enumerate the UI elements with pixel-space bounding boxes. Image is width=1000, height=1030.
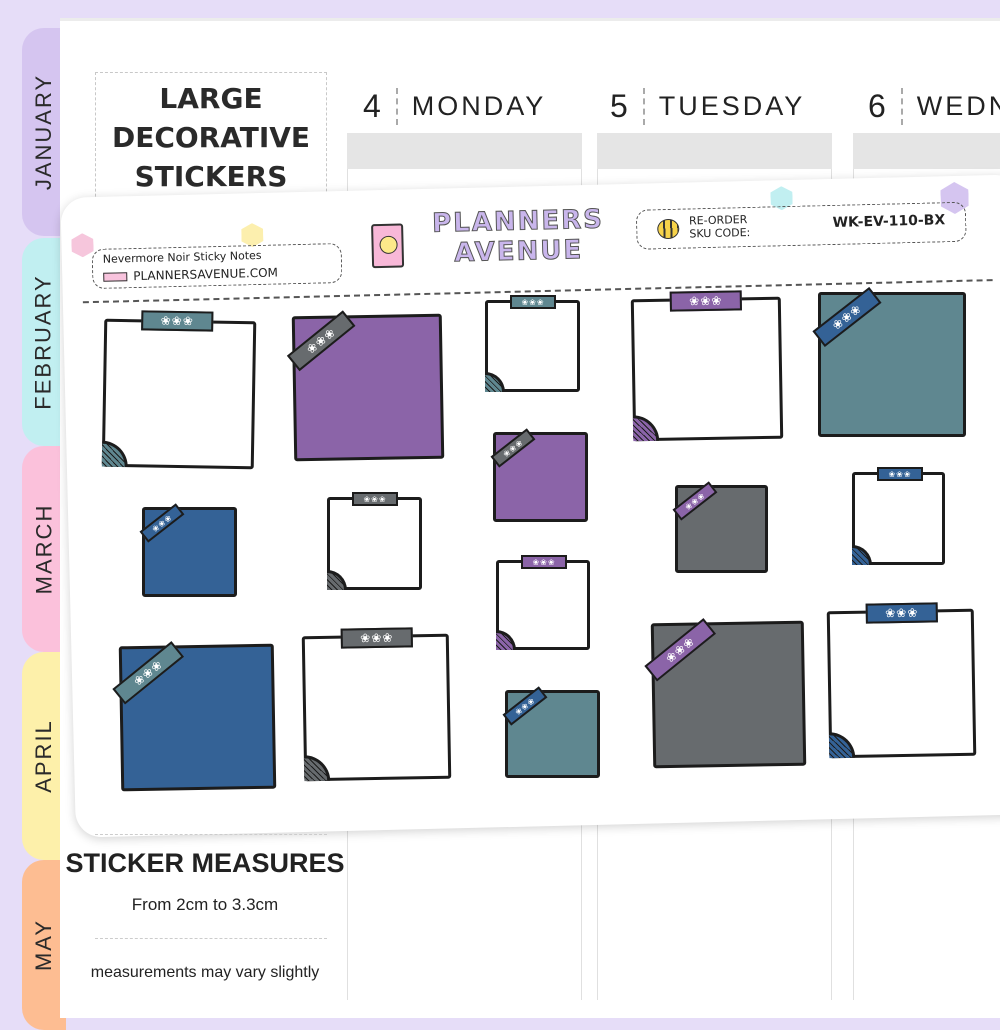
website: PLANNERSAVENUE.COM (103, 266, 278, 284)
day-number: 5 (610, 88, 645, 125)
sticky-note-sticker[interactable]: ❀❀❀ (327, 492, 422, 590)
tab-label: MARCH (31, 503, 57, 595)
day-header-bar (597, 133, 832, 169)
hexagon-decoration (241, 223, 264, 248)
measures-value: From 2cm to 3.3cm (131, 895, 279, 914)
tab-april[interactable]: APRIL (22, 652, 66, 860)
washi-tape: ❀❀❀ (352, 492, 398, 506)
measures-title: STICKER MEASURES (65, 848, 345, 878)
title-line: STICKERS (134, 160, 288, 193)
washi-tape: ❀❀❀ (502, 686, 548, 726)
washi-tape: ❀❀❀ (877, 467, 923, 481)
page-curl (852, 545, 872, 565)
sticky-note-sticker[interactable]: ❀❀❀ (812, 286, 966, 437)
day-number: 4 (363, 88, 398, 125)
washi-tape: ❀❀❀ (340, 627, 413, 649)
sticky-note-sticker[interactable]: ❀❀❀ (139, 503, 237, 597)
website-text: PLANNERSAVENUE.COM (133, 265, 279, 284)
washi-tape: ❀❀❀ (669, 290, 742, 312)
planner-notebook-icon (371, 223, 405, 269)
sticky-note-sticker[interactable]: ❀❀❀ (826, 602, 977, 759)
pencil-icon (103, 271, 128, 282)
sticky-note-sticker[interactable]: ❀❀❀ (485, 295, 580, 392)
product-name: Nevermore Noir Sticky Notes (102, 248, 262, 266)
day-name: TUESDAY (658, 91, 806, 121)
hexagon-decoration (71, 233, 94, 258)
tab-february[interactable]: FEBRUARY (22, 238, 66, 446)
washi-tape: ❀❀❀ (865, 602, 938, 624)
washi-tape: ❀❀❀ (644, 618, 717, 682)
divider (95, 834, 327, 835)
reorder-label: RE-ORDER SKU CODE: WK-EV-110-BX (635, 201, 967, 250)
washi-tape: ❀❀❀ (112, 641, 185, 705)
page-curl (496, 630, 516, 650)
sticky-note-sticker[interactable]: ❀❀❀ (286, 310, 445, 462)
title-line: LARGE (159, 82, 263, 115)
sku-code-label: SKU CODE: (689, 225, 751, 241)
sticky-note-sticker[interactable]: ❀❀❀ (496, 555, 590, 650)
title-box: LARGE DECORATIVE STICKERS (95, 72, 327, 222)
washi-tape: ❀❀❀ (490, 428, 536, 468)
sticky-note-sticker[interactable]: ❀❀❀ (502, 686, 600, 778)
sticky-note-sticker[interactable]: ❀❀❀ (852, 467, 945, 565)
tab-label: APRIL (31, 719, 56, 793)
planners-avenue-logo: PLANNERS AVENUE (431, 204, 605, 269)
washi-tape: ❀❀❀ (672, 481, 718, 521)
washi-tape: ❀❀❀ (286, 310, 356, 372)
tab-march[interactable]: MARCH (22, 446, 66, 652)
day-monday: 4 MONDAY (363, 88, 546, 125)
sticky-note-sticker[interactable]: ❀❀❀ (112, 641, 277, 792)
page-curl (327, 570, 347, 590)
bee-icon (657, 218, 680, 240)
day-name: MONDAY (411, 91, 547, 121)
washi-tape: ❀❀❀ (521, 555, 567, 569)
product-label: Nevermore Noir Sticky Notes PLANNERSAVEN… (91, 242, 343, 290)
day-tuesday: 5 TUESDAY (610, 88, 805, 125)
tab-label: JANUARY (31, 73, 57, 191)
tab-label: FEBRUARY (31, 274, 56, 410)
divider (95, 938, 327, 939)
tab-january[interactable]: JANUARY (22, 28, 66, 236)
sticky-note-sticker[interactable]: ❀❀❀ (490, 428, 588, 522)
washi-tape: ❀❀❀ (812, 286, 882, 348)
page-curl (303, 754, 331, 782)
day-header-bar (347, 133, 582, 169)
sticky-note-sticker[interactable]: ❀❀❀ (644, 618, 807, 769)
title-line: DECORATIVE (111, 121, 311, 154)
sticky-note-sticker[interactable]: ❀❀❀ (301, 627, 452, 782)
sticky-note-sticker[interactable]: ❀❀❀ (101, 310, 257, 470)
page-curl (632, 414, 660, 442)
washi-tape: ❀❀❀ (510, 295, 556, 309)
page-curl (101, 440, 129, 468)
day-header-bar (853, 133, 1000, 169)
page-curl (828, 731, 856, 759)
washi-tape: ❀❀❀ (139, 503, 185, 543)
sku-code: WK-EV-110-BX (832, 212, 946, 231)
sticky-note-sticker[interactable]: ❀❀❀ (630, 290, 784, 442)
day-number: 6 (868, 88, 903, 125)
washi-tape: ❀❀❀ (141, 310, 214, 332)
disclaimer: measurements may vary slightly (90, 964, 320, 981)
sticky-note-sticker[interactable]: ❀❀❀ (672, 481, 768, 573)
page-curl (485, 372, 505, 392)
